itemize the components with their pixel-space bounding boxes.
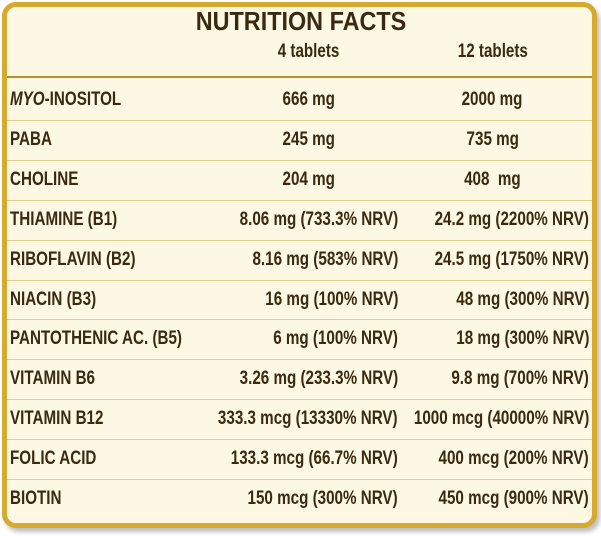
row-label: RIBOFLAVIN (B2) bbox=[10, 248, 220, 272]
label-wrap: VITAMIN B6 bbox=[10, 368, 96, 390]
row-rule bbox=[7, 199, 592, 201]
column-header: 4 tablets bbox=[217, 40, 400, 64]
cell-text: 333.3 mcg (13330% NRV) bbox=[218, 408, 398, 430]
label-wrap: PANTOTHENIC AC. (B5) bbox=[10, 328, 182, 350]
column-header: 12 tablets bbox=[400, 40, 585, 64]
value-cell: 24.2 mg (2200% NRV) bbox=[329, 208, 589, 232]
title-text: NUTRITION FACTS bbox=[195, 6, 406, 36]
label-wrap: NIACIN (B3) bbox=[10, 288, 97, 310]
value-cell: 16 mg (100% NRV) bbox=[138, 288, 398, 312]
row-label: VITAMIN B12 bbox=[10, 407, 220, 431]
label-wrap: CHOLINE bbox=[10, 168, 79, 190]
panel bbox=[2, 2, 597, 528]
cell-text: 12 tablets bbox=[457, 41, 528, 62]
value-cell: 48 mg (300% NRV) bbox=[329, 288, 589, 312]
row-label: BIOTIN bbox=[10, 487, 220, 511]
value-cell: 150 mcg (300% NRV) bbox=[138, 487, 398, 511]
row-rule bbox=[7, 319, 592, 321]
label-wrap: VITAMIN B12 bbox=[10, 408, 104, 430]
label-wrap: FOLIC ACID bbox=[10, 448, 97, 470]
cell-text: -INOSITOL bbox=[44, 89, 122, 110]
cell-text: 3.26 mg (233.3% NRV) bbox=[239, 368, 398, 390]
label-wrap: THIAMINE (B1) bbox=[10, 208, 118, 230]
row-rule bbox=[7, 479, 592, 480]
row-label: PANTOTHENIC AC. (B5) bbox=[10, 327, 220, 351]
row-label: CHOLINE bbox=[10, 168, 220, 192]
value-cell: 6 mg (100% NRV) bbox=[138, 327, 398, 351]
value-cell: 450 mcg (900% NRV) bbox=[329, 487, 589, 511]
value-cell: 18 mg (300% NRV) bbox=[329, 327, 589, 351]
cell-text: 16 mg (100% NRV) bbox=[264, 288, 398, 310]
cell-text: 450 mcg (900% NRV) bbox=[438, 488, 589, 509]
cell-text: 408 mg bbox=[464, 168, 521, 190]
value-cell: 3.26 mg (233.3% NRV) bbox=[138, 367, 398, 391]
value-cell: 400 mcg (200% NRV) bbox=[329, 447, 589, 471]
value-cell: 24.5 mg (1750% NRV) bbox=[329, 248, 589, 272]
row-label: THIAMINE (B1) bbox=[10, 208, 220, 232]
label-wrap: RIBOFLAVIN (B2) bbox=[10, 248, 136, 270]
row-rule bbox=[7, 399, 592, 401]
cell-text: 1000 mcg (40000% NRV) bbox=[413, 408, 589, 430]
row-rule bbox=[7, 359, 592, 361]
cell-text: 8.16 mg (583% NRV) bbox=[252, 248, 398, 270]
cell-text: 2000 mg bbox=[462, 89, 523, 110]
cell-text: 18 mg (300% NRV) bbox=[455, 328, 589, 350]
row-rule bbox=[7, 119, 592, 121]
cell-text: 48 mg (300% NRV) bbox=[455, 288, 589, 310]
cell-text: 245 mg bbox=[282, 128, 335, 150]
cell-text: 150 mcg (300% NRV) bbox=[247, 488, 398, 509]
title: NUTRITION FACTS bbox=[0, 6, 601, 37]
row-label: NIACIN (B3) bbox=[10, 288, 220, 312]
row-rule bbox=[7, 279, 592, 281]
cell-text: 24.5 mg (1750% NRV) bbox=[434, 248, 589, 270]
cell-text: 400 mcg (200% NRV) bbox=[438, 448, 589, 470]
value-cell: 735 mg bbox=[400, 128, 585, 152]
header-rule bbox=[7, 76, 592, 78]
label-wrap: MYO-INOSITOL bbox=[10, 88, 121, 112]
cell-text: 8.06 mg (733.3% NRV) bbox=[239, 208, 398, 230]
value-cell: 8.06 mg (733.3% NRV) bbox=[138, 208, 398, 232]
cell-text: 4 tablets bbox=[277, 41, 340, 62]
row-label: PABA bbox=[10, 128, 220, 152]
cell-text: MYO bbox=[10, 89, 45, 110]
cell-text: 9.8 mg (700% NRV) bbox=[451, 368, 589, 390]
row-rule bbox=[7, 159, 592, 161]
value-cell: 408 mg bbox=[400, 168, 585, 192]
value-cell: 1000 mcg (40000% NRV) bbox=[329, 407, 589, 431]
cell-text: 24.2 mg (2200% NRV) bbox=[434, 208, 589, 230]
cell-text: 735 mg bbox=[466, 128, 519, 150]
row-label: MYO-INOSITOL bbox=[10, 88, 220, 112]
row-rule bbox=[7, 239, 592, 241]
value-cell: 245 mg bbox=[217, 128, 400, 152]
value-cell: 333.3 mcg (13330% NRV) bbox=[138, 407, 398, 431]
value-cell: 204 mg bbox=[217, 168, 400, 192]
value-cell: 666 mg bbox=[217, 88, 400, 112]
row-label: VITAMIN B6 bbox=[10, 367, 220, 391]
value-cell: 2000 mg bbox=[400, 88, 585, 112]
cell-text: 6 mg (100% NRV) bbox=[273, 328, 398, 350]
value-cell: 9.8 mg (700% NRV) bbox=[329, 367, 589, 391]
row-rule bbox=[7, 439, 592, 441]
label-wrap: PABA bbox=[10, 128, 52, 150]
cell-text: 666 mg bbox=[282, 89, 335, 110]
cell-text: 204 mg bbox=[282, 168, 335, 190]
value-cell: 8.16 mg (583% NRV) bbox=[138, 248, 398, 272]
row-label: FOLIC ACID bbox=[10, 447, 220, 471]
value-cell: 133.3 mcg (66.7% NRV) bbox=[138, 447, 398, 471]
label-wrap: BIOTIN bbox=[10, 488, 62, 509]
cell-text: 133.3 mcg (66.7% NRV) bbox=[231, 448, 398, 470]
